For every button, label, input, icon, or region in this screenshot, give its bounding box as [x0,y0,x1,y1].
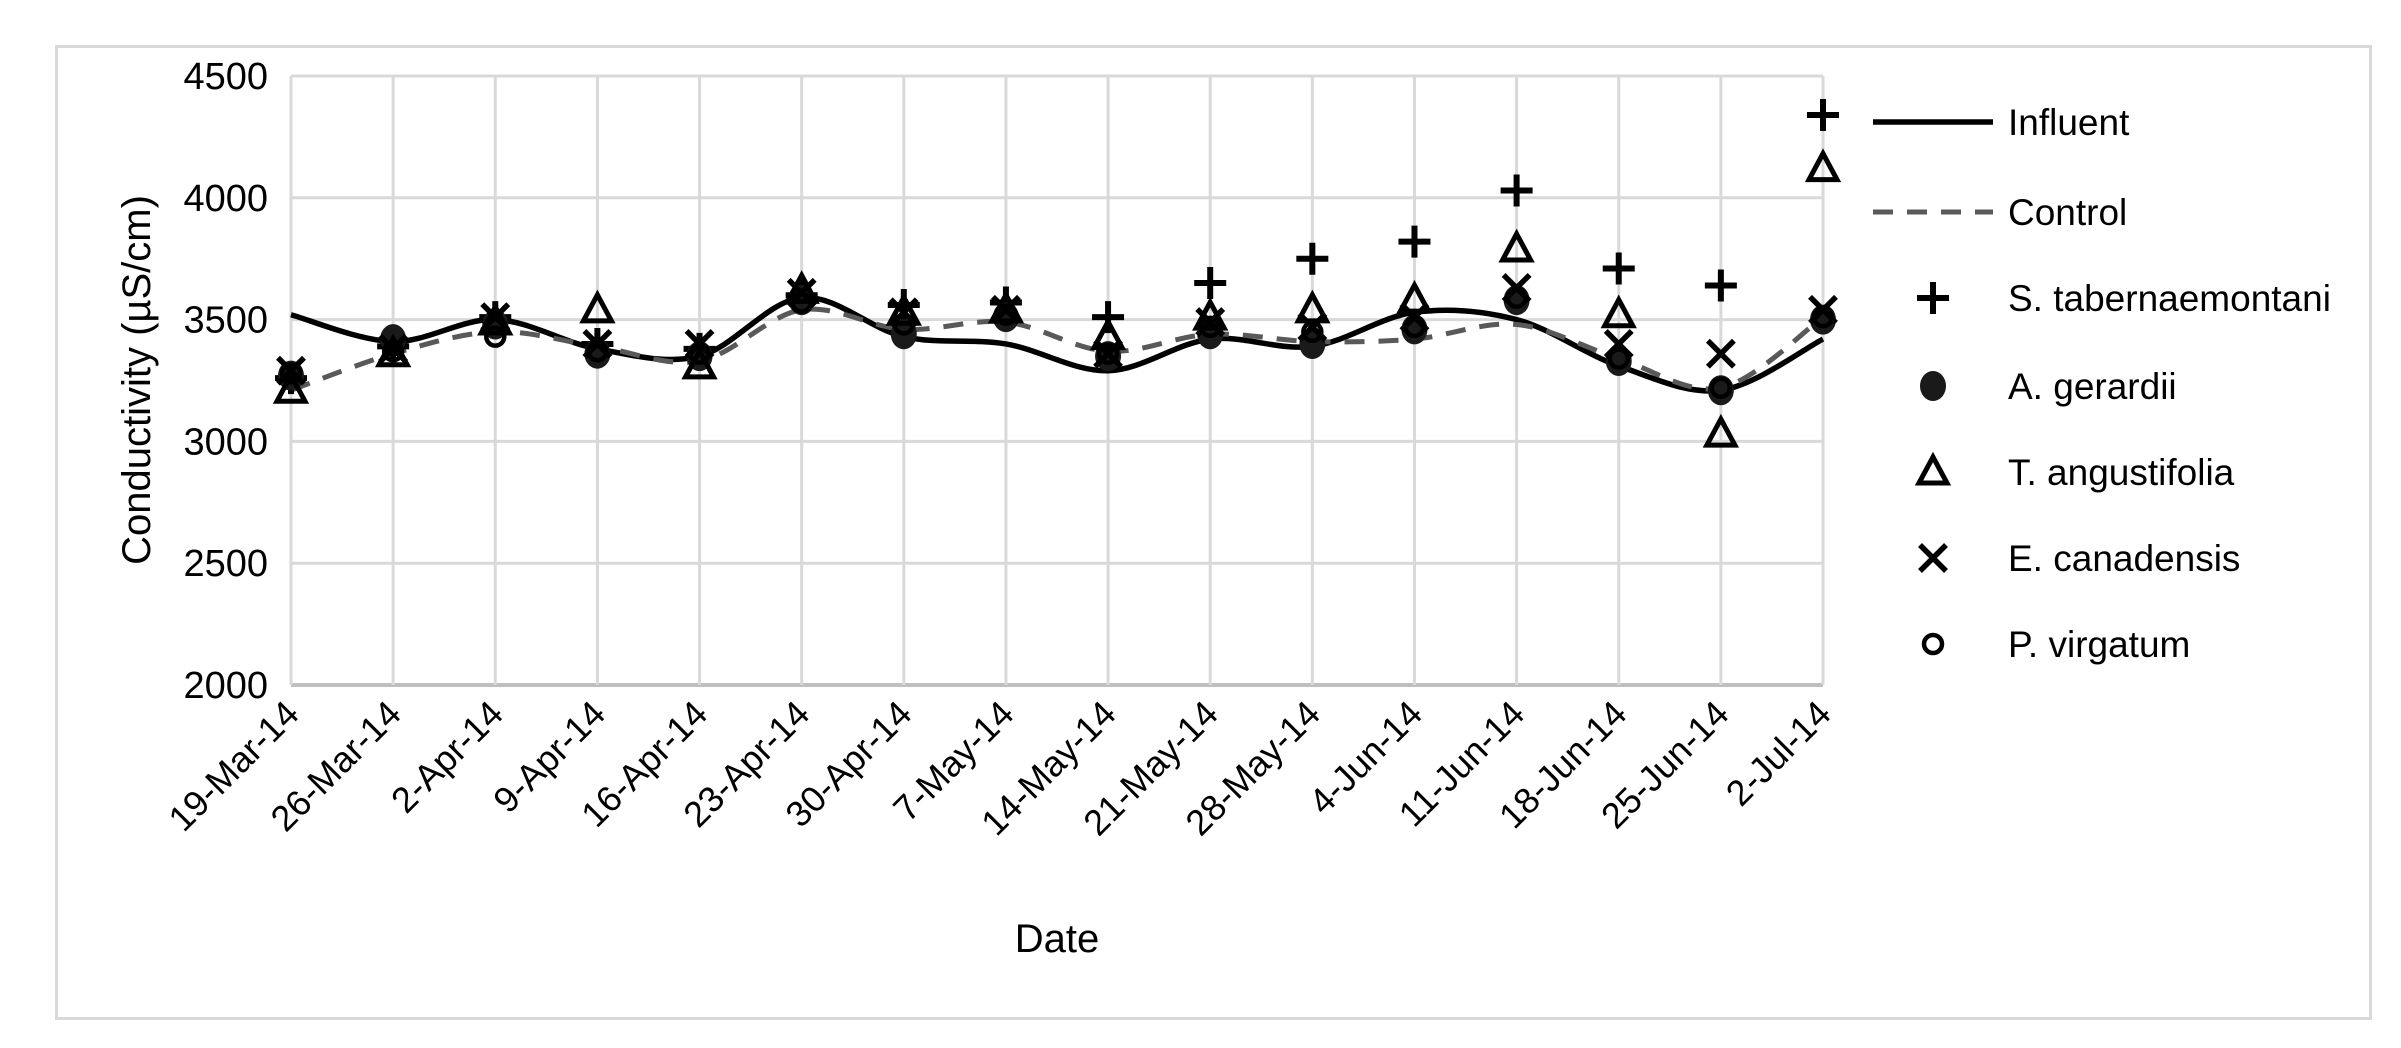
point-p-virgatum-9-apr-14 [586,340,609,363]
y-tick-3000: 3000 [183,421,268,463]
legend-label-p-virgatum: P. virgatum [2008,624,2190,665]
y-tick-4500: 4500 [183,56,268,98]
legend-swatch-marker-open-circle [1921,632,1945,656]
point-p-virgatum-2-jul-14 [1811,305,1835,329]
y-tick-4000: 4000 [183,178,268,220]
legend-item-s-tabernaemontani: S. tabernaemontani [1917,278,2331,319]
legend-swatch-marker-plus [1917,282,1949,314]
legend-item-t-angustifolia: T. angustifolia [1914,451,2235,493]
series-e-canadensis [276,272,1838,386]
point-p-virgatum-2-apr-14 [484,325,507,348]
legend-label-influent: Influent [2008,102,2130,143]
point-p-virgatum-28-may-14 [1301,320,1324,344]
y-tick-2000: 2000 [183,665,268,707]
point-t-angustifolia-2-apr-14 [477,301,514,336]
legend-item-e-canadensis: E. canadensis [1918,538,2240,579]
series-t-angustifolia [272,148,1842,448]
y-tick-2500: 2500 [183,543,268,585]
axis-tick-labels: 20002500300035004000450019-Mar-1426-Mar-… [160,56,1838,843]
point-p-virgatum-4-jun-14 [1403,315,1426,339]
legend-label-a-gerardii: A. gerardii [2008,366,2177,407]
point-t-angustifolia-2-jul-14 [1804,148,1842,183]
point-p-virgatum-21-may-14 [1198,315,1222,339]
legend-swatch-marker-filled-circle [1920,371,1946,401]
legend-swatch-marker-x [1918,543,1948,573]
series-layer [272,98,1842,448]
control-line [290,306,1825,393]
point-t-angustifolia-25-jun-14 [1702,413,1740,448]
point-p-virgatum-7-may-14 [994,303,1018,326]
legend-label-e-canadensis: E. canadensis [2008,538,2240,579]
point-t-angustifolia-18-jun-14 [1600,294,1637,329]
series-influent [290,294,1825,394]
point-e-canadensis-2-apr-14 [480,302,511,333]
point-p-virgatum-16-apr-14 [688,342,711,365]
point-t-angustifolia-30-apr-14 [885,292,922,326]
point-p-virgatum-26-mar-14 [381,340,405,363]
point-s-tabernaemontani-18-jun-14 [1602,252,1635,285]
point-s-tabernaemontani-4-jun-14 [1398,225,1431,258]
point-p-virgatum-23-apr-14 [790,291,813,314]
point-p-virgatum-14-may-14 [1096,342,1120,365]
y-tick-3500: 3500 [183,300,268,342]
point-t-angustifolia-14-may-14 [1089,316,1127,351]
legend-item-control: Control [1873,192,2127,233]
legend-item-influent: Influent [1873,102,2130,143]
point-t-angustifolia-19-mar-14 [272,369,310,404]
point-p-virgatum-25-jun-14 [1709,376,1733,400]
legend-item-a-gerardii: A. gerardii [1920,366,2177,407]
x-tick-2-apr-14: 2-Apr-14 [383,693,511,821]
point-s-tabernaemontani-21-may-14 [1194,267,1227,300]
point-p-virgatum-19-mar-14 [279,361,303,385]
point-t-angustifolia-4-jun-14 [1396,279,1433,314]
legend-swatch-marker-open-triangle [1914,451,1952,486]
chart-border-frame [55,45,2372,1020]
x-tick-2-jul-14: 2-Jul-14 [1718,693,1839,814]
point-e-canadensis-25-jun-14 [1705,338,1736,369]
y-axis-title: Conductivity (µS/cm) [115,195,159,565]
gridlines [289,74,1825,687]
series-s-tabernaemontani [275,98,1839,395]
influent-line [290,294,1825,394]
point-p-virgatum-11-jun-14 [1505,286,1528,309]
point-s-tabernaemontani-28-may-14 [1296,242,1329,275]
point-p-virgatum-30-apr-14 [892,313,916,336]
point-e-canadensis-14-may-14 [1093,338,1124,369]
legend-label-t-angustifolia: T. angustifolia [2008,452,2235,493]
legend-label-s-tabernaemontani: S. tabernaemontani [2008,278,2331,319]
legend: Influent Control S. tabernaemontani A. gera… [1873,102,2331,665]
point-s-tabernaemontani-25-jun-14 [1704,269,1737,302]
legend-item-p-virgatum: P. virgatum [1921,624,2190,665]
legend-label-control: Control [2008,192,2127,233]
point-t-angustifolia-11-jun-14 [1498,228,1535,263]
point-p-virgatum-18-jun-14 [1607,347,1630,370]
series-a-gerardii [278,285,1836,406]
point-t-angustifolia-16-apr-14 [681,345,718,380]
point-s-tabernaemontani-2-jul-14 [1807,98,1839,131]
point-s-tabernaemontani-11-jun-14 [1500,174,1533,207]
point-t-angustifolia-9-apr-14 [579,289,616,324]
x-axis-title: Date [1015,917,1100,961]
series-control [290,306,1825,393]
series-p-virgatum [279,286,1835,400]
